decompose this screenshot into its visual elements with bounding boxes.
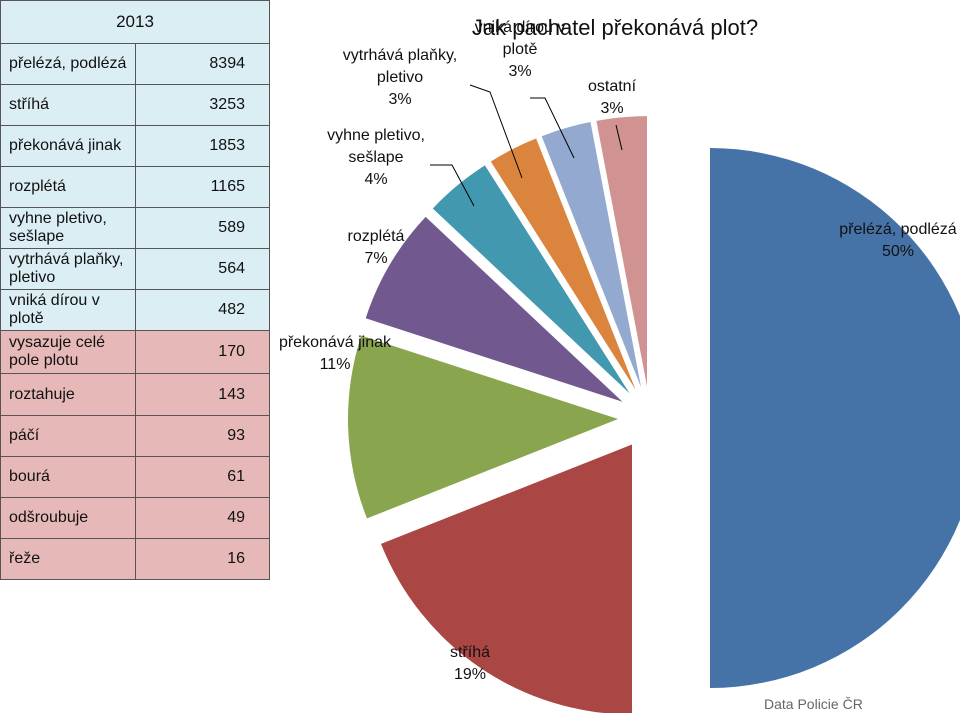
row-label: řeže xyxy=(0,538,136,580)
leader-line xyxy=(469,84,523,179)
chart-title: Jak pachatel překonává plot? xyxy=(472,15,758,40)
row-value: 170 xyxy=(134,330,270,374)
slice-label: překonává jinak 11% xyxy=(279,334,392,373)
row-value: 589 xyxy=(134,207,270,249)
row-value: 3253 xyxy=(134,84,270,126)
row-value: 482 xyxy=(134,289,270,331)
row-label: vytrhává plaňky, pletivo xyxy=(0,248,136,290)
table-row: bourá 61 xyxy=(0,456,270,498)
pie-slice xyxy=(432,165,630,394)
row-value: 1165 xyxy=(134,166,270,208)
pie-slice xyxy=(380,444,633,713)
table-row: vniká dírou v plotě 482 xyxy=(0,289,270,331)
pie-slice xyxy=(541,122,642,388)
slice-label: vytrhává plaňky, pletivo 3% xyxy=(343,47,457,108)
row-value: 564 xyxy=(134,248,270,290)
table-year-header: 2013 xyxy=(0,0,270,44)
table-row: přelézá, podlézá 8394 xyxy=(0,43,270,85)
table-row: odšroubuje 49 xyxy=(0,497,270,539)
row-label: vyhne pletivo, sešlape xyxy=(0,207,136,249)
row-value: 143 xyxy=(134,373,270,416)
data-credit: Data Policie ČR xyxy=(764,696,863,712)
table-row: rozplétá 1165 xyxy=(0,166,270,208)
table-row: roztahuje 143 xyxy=(0,373,270,416)
row-label: stříhá xyxy=(0,84,136,126)
pie-slice xyxy=(596,116,647,387)
table-row: vyhne pletivo, sešlape 589 xyxy=(0,207,270,249)
row-value: 16 xyxy=(134,538,270,580)
row-label: překonává jinak xyxy=(0,125,136,167)
pie-slice xyxy=(490,138,636,390)
pie-slices xyxy=(348,116,960,713)
slice-label: vyhne pletivo, sešlape 4% xyxy=(327,127,425,188)
table-row: vysazuje celé pole plotu 170 xyxy=(0,330,270,374)
slice-label: vniká dírou v plotě 3% xyxy=(475,19,566,80)
pie-slice xyxy=(348,335,619,519)
slice-label: ostatní 3% xyxy=(588,78,637,117)
leader-line xyxy=(615,124,623,151)
leader-line xyxy=(530,97,575,159)
row-value: 8394 xyxy=(134,43,270,85)
table-row: stříhá 3253 xyxy=(0,84,270,126)
row-label: rozplétá xyxy=(0,166,136,208)
pie-slice xyxy=(365,216,623,402)
row-value: 1853 xyxy=(134,125,270,167)
slice-label: stříhá 19% xyxy=(450,644,490,683)
table-row: páčí 93 xyxy=(0,415,270,457)
pie-slice xyxy=(710,148,960,688)
table-row: překonává jinak 1853 xyxy=(0,125,270,167)
row-value: 93 xyxy=(134,415,270,457)
row-label: roztahuje xyxy=(0,373,136,416)
slice-label: rozplétá 7% xyxy=(348,228,405,267)
table-body: přelézá, podlézá 8394 stříhá 3253 překonává … xyxy=(0,43,270,580)
row-label: vysazuje celé pole plotu xyxy=(0,330,136,374)
slice-label: přelézá, podlézá 50% xyxy=(839,221,957,260)
table-row: řeže 16 xyxy=(0,538,270,580)
row-label: vniká dírou v plotě xyxy=(0,289,136,331)
leader-line xyxy=(430,164,475,207)
data-table: 2013 přelézá, podlézá 8394 stříhá 3253 překo… xyxy=(0,0,270,580)
leader-lines xyxy=(430,84,623,207)
slice-labels: přelézá, podlézá 50% stříhá 19% překonává ji… xyxy=(279,19,957,683)
table-row: vytrhává plaňky, pletivo 564 xyxy=(0,248,270,290)
